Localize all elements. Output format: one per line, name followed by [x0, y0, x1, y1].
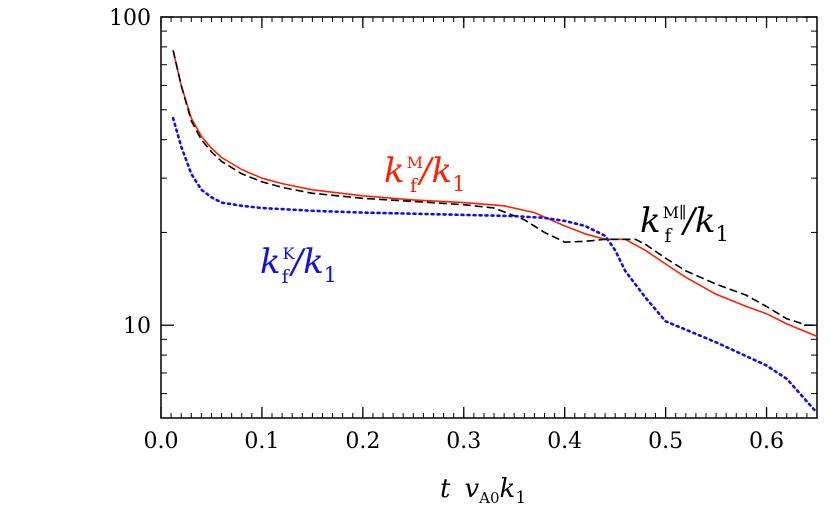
series-line-kfMpar: [172, 50, 817, 327]
x-tick-label: 0.6: [749, 429, 784, 454]
series-line-kfM: [172, 50, 818, 338]
y-tick-label: 100: [109, 6, 151, 31]
x-tick-label: 0.3: [446, 429, 481, 454]
series-lines: [171, 50, 819, 415]
x-axis-label: t vA0k1: [440, 474, 526, 507]
y-tick-label: 10: [123, 314, 151, 339]
x-axis-label-v-sub: A0: [478, 489, 499, 507]
x-axis-label-k: k: [500, 474, 516, 504]
x-tick-label: 0.2: [345, 429, 380, 454]
series-line-kfK: [171, 116, 819, 415]
axis-tick-labels: 0.0 0.1 0.2 0.3 0.4 0.5 0.6 10 100: [109, 6, 784, 454]
axis-ticks: [160, 16, 818, 418]
x-axis-label-k-sub: 1: [515, 488, 526, 507]
x-axis-label-var: t: [440, 474, 451, 504]
x-axis-label-v: v: [464, 474, 479, 504]
x-tick-label: 0.5: [648, 429, 683, 454]
x-tick-label: 0.1: [244, 429, 279, 454]
plot-frame: [160, 16, 818, 419]
series-label-kfMpar: k M∥ f/k1: [640, 201, 729, 247]
x-tick-label: 0.4: [547, 429, 582, 454]
x-tick-label: 0.0: [144, 429, 179, 454]
